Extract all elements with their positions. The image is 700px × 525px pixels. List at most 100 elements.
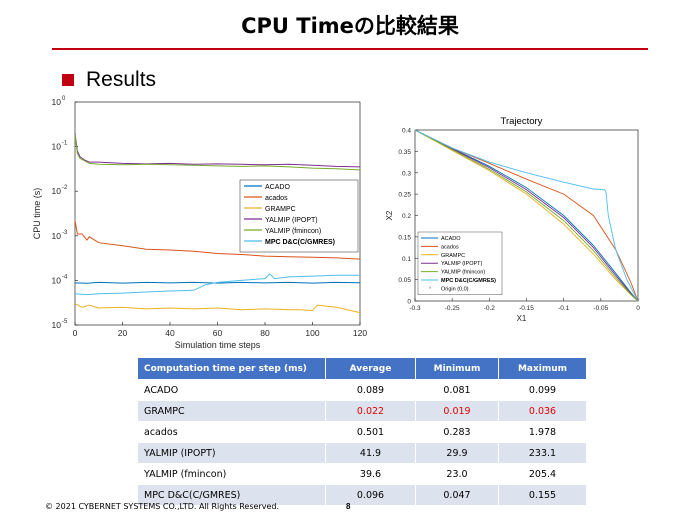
series-line-5	[74, 273, 360, 296]
y-tick-label-base: 10	[52, 320, 62, 330]
legend-label: acados	[441, 244, 459, 250]
x-tick-label: 120	[353, 328, 367, 338]
y-axis-label: X2	[385, 210, 394, 220]
x-tick-label: 80	[260, 328, 270, 338]
minimum-cell: 0.081	[416, 380, 498, 400]
minimum-cell: 23.0	[416, 464, 498, 484]
header-average: Average	[326, 358, 415, 379]
y-tick-label-exponent: -2	[62, 185, 68, 191]
y-tick-label: 0.1	[402, 256, 411, 263]
maximum-cell: 205.4	[499, 464, 586, 484]
y-tick-label: 0	[407, 299, 411, 306]
trajectory-chart: Trajectory -0.3 -0.25 -0.2 -0.15 -0.1 -0.05 0 0 0…	[385, 116, 640, 323]
x-tick-label: 60	[213, 328, 223, 338]
legend-label: MPC D&C(C/GMRES)	[441, 278, 496, 284]
y-tick-label: 0.15	[398, 234, 411, 241]
maximum-cell: 233.1	[499, 443, 586, 463]
average-cell: 0.089	[326, 380, 415, 400]
minimum-cell: 0.019	[416, 401, 498, 421]
maximum-cell: 1.978	[499, 422, 586, 442]
maximum-cell: 0.155	[499, 485, 586, 505]
table-row: ACADO 0.089 0.081 0.099	[138, 380, 586, 400]
series-line-3	[74, 133, 361, 168]
legend-box	[239, 179, 359, 253]
y-tick-label: 0.4	[402, 128, 411, 135]
legend-label: YALMIP (IPOPT)	[441, 261, 483, 267]
computation-time-table: Computation time per step (ms) Average M…	[137, 357, 587, 506]
legend-label: GRAMPC	[441, 253, 465, 259]
legend-label: GRAMPC	[265, 206, 296, 213]
x-tick-label: -0.3	[409, 305, 421, 312]
trajectory-line-5	[414, 129, 639, 302]
origin-marker: *	[636, 297, 639, 306]
x-axis-label: X1	[517, 314, 527, 323]
section-heading: Results	[86, 68, 157, 91]
minimum-cell: 29.9	[416, 443, 498, 463]
trajectory-line-2	[414, 129, 639, 302]
legend-label: ACADO	[441, 236, 461, 242]
y-tick-label-base: 10	[52, 231, 62, 241]
average-cell: 0.022	[326, 401, 415, 421]
row-label: YALMIP (fmincon)	[138, 464, 325, 484]
y-tick-label-exponent: 0	[62, 96, 66, 102]
average-cell: 41.9	[326, 443, 415, 463]
table-row: MPC D&C(C/GMRES) 0.096 0.047 0.155	[138, 485, 586, 505]
legend-label: acados	[265, 195, 288, 202]
trajectory-line-0	[414, 129, 639, 302]
trajectory-line-3	[414, 129, 639, 302]
table-row: YALMIP (IPOPT) 41.9 29.9 233.1	[138, 443, 586, 463]
legend-label: MPC D&C(C/GMRES)	[265, 239, 335, 246]
y-tick-label-base: 10	[52, 275, 62, 285]
x-tick-label: 40	[165, 328, 175, 338]
table-row: acados 0.501 0.283 1.978	[138, 422, 586, 442]
x-tick-label: -0.25	[445, 305, 460, 312]
legend-label: Origin (0,0)	[441, 286, 469, 292]
x-tick-label: 100	[305, 328, 319, 338]
row-label: MPC D&C(C/GMRES)	[138, 485, 325, 505]
x-tick-label: -0.2	[484, 305, 496, 312]
series-line-1	[74, 220, 361, 260]
legend-label: YALMIP (fmincon)	[441, 270, 485, 276]
x-tick-label: 0	[73, 328, 78, 338]
y-tick-label: 0.05	[398, 277, 411, 284]
table-header-row: Computation time per step (ms) Average M…	[138, 358, 586, 379]
row-label: GRAMPC	[138, 401, 325, 421]
y-tick-label: 0.25	[398, 192, 411, 199]
series-line-4	[74, 135, 361, 171]
maximum-cell: 0.099	[499, 380, 586, 400]
trajectory-line-4	[414, 129, 639, 302]
header-maximum: Maximum	[499, 358, 586, 379]
table-row: YALMIP (fmincon) 39.6 23.0 205.4	[138, 464, 586, 484]
page-number: 8	[346, 502, 351, 511]
maximum-cell: 0.036	[499, 401, 586, 421]
y-tick-label-exponent: -5	[62, 319, 68, 325]
y-tick-label-exponent: -4	[62, 274, 68, 280]
series-line-0	[74, 281, 361, 284]
minimum-cell: 0.047	[416, 485, 498, 505]
average-cell: 39.6	[326, 464, 415, 484]
legend-label: ACADO	[265, 184, 290, 191]
legend-label: YALMIP (IPOPT)	[265, 217, 318, 224]
slide-title: CPU Timeの比較結果	[241, 14, 459, 38]
x-tick-label: 0	[636, 305, 640, 312]
y-axis-label: CPU time (s)	[32, 188, 42, 240]
y-tick-label-exponent: -1	[62, 141, 68, 147]
y-tick-label-base: 10	[52, 186, 62, 196]
minimum-cell: 0.283	[416, 422, 498, 442]
table-row: GRAMPC 0.022 0.019 0.036	[138, 401, 586, 421]
y-tick-label: 0.35	[398, 149, 411, 156]
y-tick-label: 0.2	[402, 213, 411, 220]
y-tick-label-base: 10	[52, 142, 62, 152]
copyright-footer: © 2021 CYBERNET SYSTEMS CO.,LTD. All Rig…	[45, 502, 280, 511]
legend-label: YALMIP (fmincon)	[265, 228, 321, 235]
x-tick-label: -0.15	[519, 305, 534, 312]
series-line-2	[74, 303, 361, 314]
row-label: acados	[138, 422, 325, 442]
average-cell: 0.501	[326, 422, 415, 442]
x-tick-label: 20	[118, 328, 128, 338]
legend-marker: *	[429, 287, 432, 293]
y-tick-label-exponent: -3	[62, 230, 68, 236]
average-cell: 0.096	[326, 485, 415, 505]
y-tick-label: 0.3	[402, 170, 411, 177]
